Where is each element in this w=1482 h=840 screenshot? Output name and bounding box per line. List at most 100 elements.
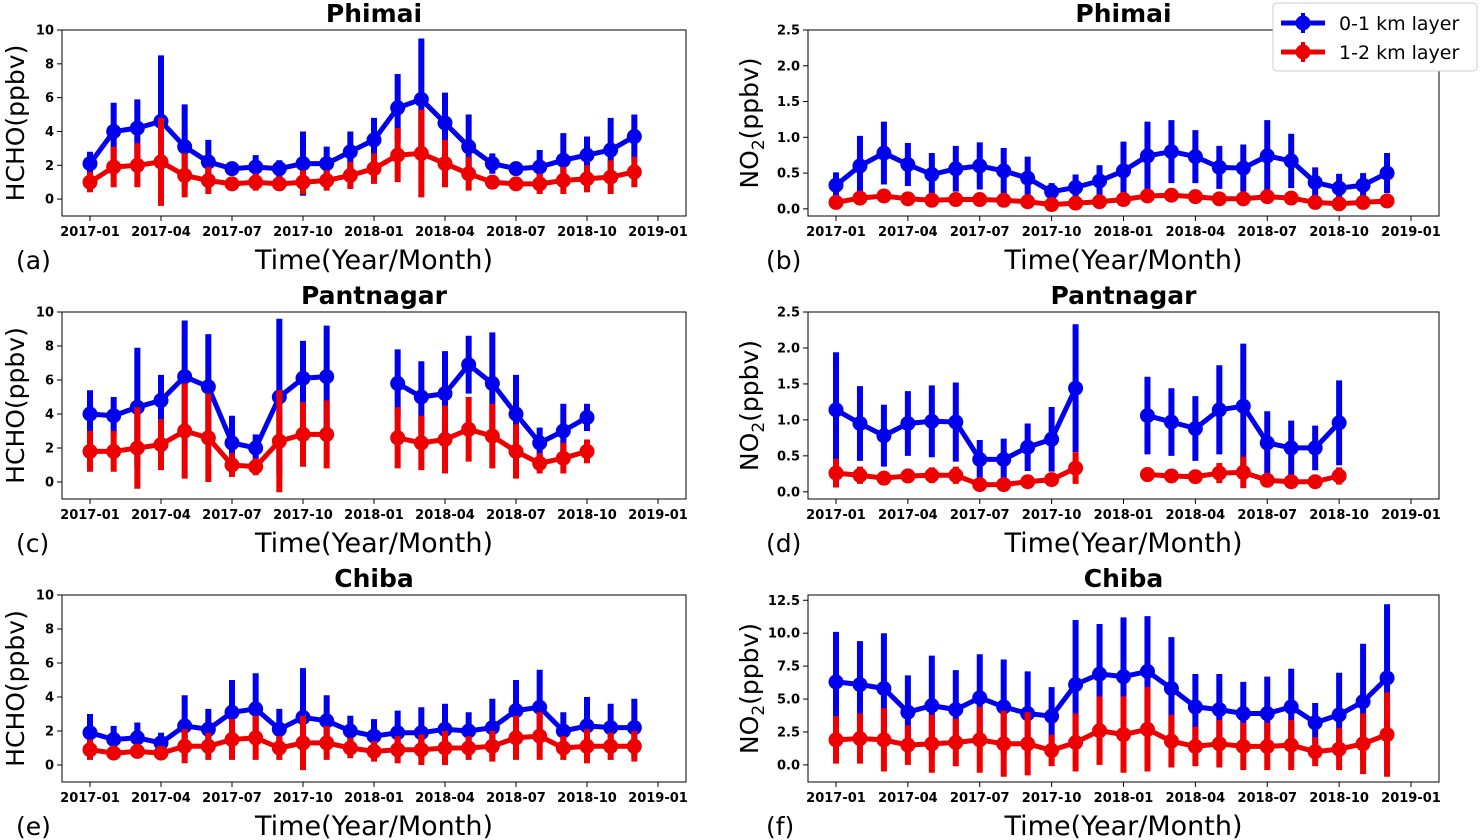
y-tick-label: 2.5 (777, 306, 800, 321)
data-point (177, 167, 193, 183)
data-point (1068, 677, 1084, 693)
data-point (484, 174, 500, 190)
data-point (461, 139, 477, 155)
y-axis-label: HCHO(ppbv) (1, 327, 30, 484)
x-tick-label: 2017-01 (60, 508, 120, 523)
data-point (248, 730, 264, 746)
data-point (413, 435, 429, 451)
data-point (1331, 741, 1347, 757)
chart-title: Phimai (326, 0, 422, 28)
data-point (342, 144, 358, 160)
y-tick-label: 10.0 (768, 627, 800, 642)
series-red (82, 109, 642, 206)
data-point (248, 440, 264, 456)
x-tick-label: 2018-07 (486, 508, 546, 523)
data-point (106, 408, 122, 424)
data-point (603, 720, 619, 736)
data-point (603, 142, 619, 158)
chart-title: Pantnagar (1050, 281, 1197, 310)
panel-letter: (a) (16, 246, 51, 275)
data-point (106, 123, 122, 139)
data-point (626, 738, 642, 754)
y-axis-label: NO2(ppbv) (735, 623, 769, 754)
data-point (508, 443, 524, 459)
data-point (1044, 197, 1060, 213)
data-point (200, 430, 216, 446)
data-point (295, 735, 311, 751)
data-point (508, 730, 524, 746)
data-point (1116, 669, 1131, 685)
data-point (200, 738, 216, 754)
x-tick-label: 2017-10 (1022, 791, 1082, 806)
x-tick-label: 2018-10 (1309, 225, 1369, 240)
data-point (106, 443, 122, 459)
data-point (177, 369, 193, 385)
data-point (1211, 702, 1227, 718)
x-tick-label: 2017-07 (202, 508, 262, 523)
data-point (1331, 415, 1347, 431)
data-point (828, 194, 844, 210)
data-point (319, 172, 335, 188)
data-point (82, 156, 98, 172)
data-point (1187, 699, 1203, 715)
chart-panel-4: Pantnagar 0.0 0.5 1.0 1.5 2.0 2.5 2017-01 2017-0… (735, 281, 1441, 559)
data-point (1068, 380, 1084, 396)
data-point (626, 720, 642, 736)
data-point (1044, 708, 1060, 724)
data-point (579, 443, 595, 459)
y-tick-label: 2 (45, 442, 54, 457)
series-red (828, 187, 1395, 213)
data-point (555, 172, 571, 188)
data-point (924, 167, 940, 183)
data-point (224, 161, 240, 177)
x-tick-label: 2018-10 (557, 225, 617, 240)
data-point (153, 154, 169, 170)
data-point (1020, 439, 1036, 455)
data-point (555, 740, 571, 756)
data-point (1235, 160, 1251, 176)
data-point (1307, 474, 1323, 490)
data-point (461, 723, 477, 739)
legend: 0-1 km layer 1-2 km layer (1272, 2, 1478, 72)
data-point (129, 440, 145, 456)
data-point (1331, 707, 1347, 723)
data-point (366, 161, 382, 177)
y-tick-label: 2 (45, 725, 54, 740)
data-point (852, 677, 868, 693)
data-point (1259, 706, 1275, 722)
series-line (835, 668, 1389, 726)
data-point (1307, 440, 1323, 456)
data-point (852, 415, 868, 431)
data-point (437, 156, 453, 172)
data-point (972, 690, 988, 706)
data-point (106, 732, 122, 747)
data-point (1259, 738, 1275, 754)
data-point (579, 738, 595, 754)
x-tick-label: 2018-04 (1166, 508, 1226, 523)
data-point (82, 406, 98, 422)
y-tick-label: 2.5 (777, 24, 800, 39)
data-point (390, 375, 406, 391)
x-tick-label: 2018-04 (1166, 225, 1226, 240)
data-point (224, 457, 240, 473)
data-point (508, 703, 524, 719)
data-point (319, 426, 335, 442)
data-point (177, 718, 193, 734)
data-point (900, 468, 916, 484)
data-point (224, 435, 240, 451)
data-point (1235, 738, 1251, 754)
x-tick-label: 2018-04 (415, 225, 475, 240)
y-axis-label: HCHO(ppbv) (1, 45, 30, 202)
data-point (1044, 431, 1060, 447)
data-point (852, 731, 868, 747)
data-point (900, 704, 916, 720)
data-point (1331, 180, 1347, 196)
data-point (1283, 190, 1299, 206)
x-tick-label: 2019-01 (628, 508, 688, 523)
data-point (200, 379, 216, 395)
data-point (82, 725, 98, 741)
x-axis-label: Time(Year/Month) (254, 528, 493, 559)
data-point (996, 736, 1012, 752)
data-point (579, 147, 595, 163)
data-point (484, 720, 500, 736)
